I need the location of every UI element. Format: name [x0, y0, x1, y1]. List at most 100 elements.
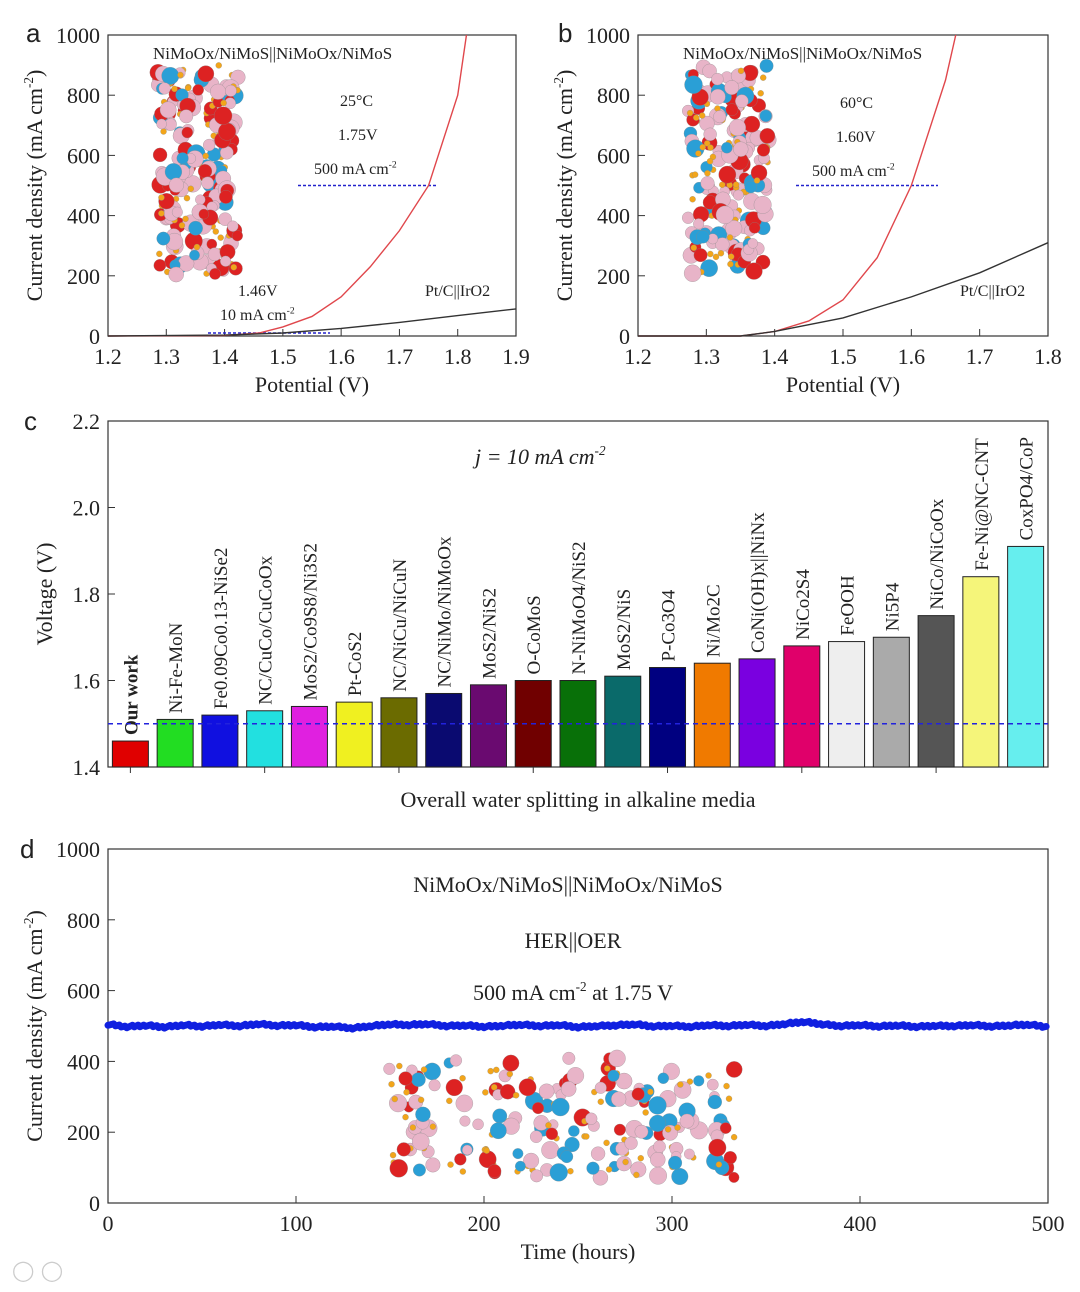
x-axis-label: Time (hours) — [521, 1239, 636, 1264]
annotation: 25°C — [340, 93, 373, 110]
annotation: 1.75V — [338, 127, 378, 144]
x-tick-label: 1.6 — [898, 344, 926, 369]
y-tick-label: 600 — [67, 143, 100, 168]
series-line-pt-c-iro2 — [107, 308, 517, 337]
bar — [111, 740, 149, 768]
y-axis-label: Current density (mA cm-2​) — [551, 70, 577, 302]
bar — [425, 692, 463, 768]
bar — [962, 576, 1000, 768]
x-axis-label: Overall water splitting in alkaline medi… — [401, 787, 756, 812]
bar — [649, 667, 687, 768]
annotation: 60°C — [840, 95, 873, 112]
bar — [693, 662, 731, 768]
watermark: ◯ ◯ — [12, 1258, 64, 1282]
series-line-pt-c-iro2 — [638, 242, 1049, 337]
y-axis-label: Voltage (V) — [32, 543, 57, 646]
bar — [380, 697, 418, 768]
annotation: NiMoOx/NiMoS||NiMoOx/NiMoS — [413, 872, 723, 897]
bar — [201, 714, 239, 768]
x-tick-label: 500 — [1032, 1211, 1065, 1236]
x-tick-label: 1.8 — [444, 344, 472, 369]
x-tick-label: 0 — [103, 1211, 114, 1236]
bar-label: NiCo2S4 — [793, 569, 814, 640]
bar-label: CoNi(OH)x||NiNx — [748, 512, 769, 653]
bar — [290, 705, 328, 768]
y-tick-label: 2.0 — [73, 496, 101, 521]
molecule-structure-illustration — [682, 58, 777, 282]
y-tick-label: 400 — [67, 1049, 100, 1074]
x-tick-label: 100 — [280, 1211, 313, 1236]
bar-label: P-Co3O4 — [659, 589, 680, 661]
bar — [604, 675, 642, 768]
y-tick-label: 0 — [89, 324, 100, 349]
y-tick-label: 800 — [67, 908, 100, 933]
bar — [469, 684, 507, 768]
bar — [156, 718, 194, 768]
annotation: HER||OER — [525, 928, 622, 953]
x-tick-label: 1.6 — [327, 344, 355, 369]
bar-label: Pt-CoS2 — [345, 632, 366, 696]
x-tick-label: 1.7 — [386, 344, 414, 369]
annotation: 10 mA cm-2​ — [220, 306, 295, 324]
x-tick-label: 1.7 — [966, 344, 994, 369]
x-tick-label: 1.4 — [211, 344, 239, 369]
annotation: 500 mA cm-2​ — [812, 162, 895, 180]
y-tick-label: 400 — [67, 204, 100, 229]
bar — [828, 641, 866, 768]
y-axis-label: Current density (mA cm-2​) — [21, 70, 47, 302]
bar — [1007, 545, 1045, 768]
x-axis-label: Potential (V) — [255, 372, 369, 397]
x-tick-label: 400 — [844, 1211, 877, 1236]
bar — [783, 645, 821, 768]
bar-label: Fe0.09Co0.13-NiSe2 — [211, 548, 232, 710]
bar-label: Ni5P4 — [882, 582, 903, 631]
panel-label: c — [24, 406, 37, 436]
y-tick-label: 400 — [597, 204, 630, 229]
annotation: 500 mA cm-2​ at 1.75 V — [473, 979, 673, 1005]
bar — [738, 658, 776, 768]
bar-label: N-NiMoO4/NiS2 — [569, 541, 590, 674]
x-tick-label: 1.8 — [1034, 344, 1062, 369]
bar-label: NC/CuCo/CuCoOx — [256, 555, 277, 704]
bar-label: FeOOH — [838, 575, 859, 635]
bar — [514, 680, 552, 768]
annotation: 1.60V — [836, 129, 876, 146]
y-tick-label: 200 — [67, 1120, 100, 1145]
y-tick-label: 1.8 — [73, 582, 101, 607]
bar — [335, 701, 373, 768]
bar-label: Our work — [121, 654, 142, 735]
bar-label: Fe-Ni@NC-CNT — [972, 438, 993, 571]
molecule-structure-illustration — [149, 62, 246, 283]
y-tick-label: 600 — [597, 143, 630, 168]
panel-label: b — [558, 18, 572, 48]
bar — [872, 636, 910, 768]
bar-label: NC/NiMo/NiMoOx — [435, 536, 456, 687]
x-tick-label: 1.9 — [502, 344, 530, 369]
panel-label: a — [26, 18, 41, 48]
y-axis-label: Current density (mA cm-2​) — [21, 910, 47, 1142]
bar-label: NiCo/NiCoOx — [927, 498, 948, 609]
bar-label: Ni-Fe-MoN — [166, 622, 187, 713]
y-tick-label: 0 — [89, 1191, 100, 1216]
x-tick-label: 300 — [656, 1211, 689, 1236]
x-tick-label: 1.5 — [269, 344, 297, 369]
bar-label: NC/NiCu/NiCuN — [390, 559, 411, 692]
x-tick-label: 1.4 — [761, 344, 789, 369]
x-tick-label: 200 — [468, 1211, 501, 1236]
annotation: Pt/C||IrO2 — [960, 283, 1025, 300]
molecule-structure-illustration — [383, 1049, 743, 1186]
plot-frame — [107, 34, 517, 337]
bar-label: MoS2/NiS2 — [479, 588, 500, 679]
y-tick-label: 1.6 — [73, 669, 101, 694]
y-tick-label: 1000 — [56, 23, 100, 48]
y-tick-label: 1.4 — [73, 755, 101, 780]
data-point — [1042, 1022, 1050, 1030]
annotation: 500 mA cm-2​ — [314, 160, 397, 178]
inset-title: NiMoOx/NiMoS||NiMoOx/NiMoS — [153, 44, 392, 63]
bar-label: MoS2/Co9S8/Ni3S2 — [300, 543, 321, 700]
bar — [246, 710, 284, 768]
y-tick-label: 800 — [67, 83, 100, 108]
bar-label: Ni/Mo2C — [703, 584, 724, 657]
